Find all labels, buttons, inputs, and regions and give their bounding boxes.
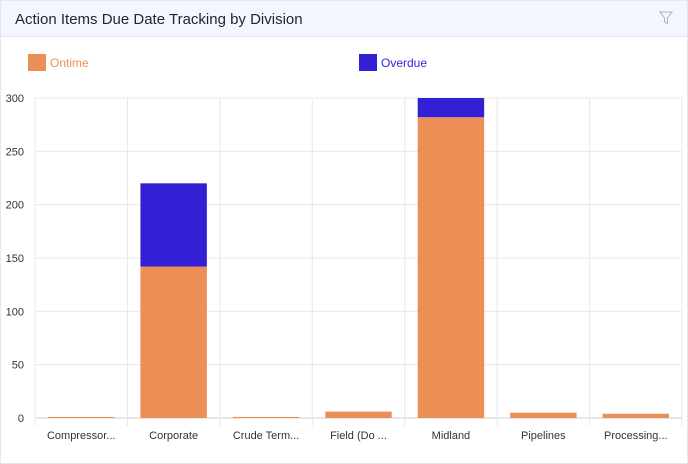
x-tick-label: Compressor... xyxy=(47,430,115,442)
bar-ontime xyxy=(325,411,392,418)
legend-swatch xyxy=(28,54,46,71)
y-tick-label: 250 xyxy=(6,146,24,158)
x-tick-label: Crude Term... xyxy=(233,430,299,442)
x-tick-label: Midland xyxy=(432,430,471,442)
y-tick-label: 150 xyxy=(6,253,24,265)
bar-ontime xyxy=(602,413,669,418)
y-tick-label: 50 xyxy=(12,360,24,372)
legend-item-ontime[interactable]: Ontime xyxy=(50,56,89,70)
x-tick-label: Pipelines xyxy=(521,430,566,442)
bar-ontime xyxy=(510,412,577,418)
bar-overdue xyxy=(417,98,485,118)
bar-ontime xyxy=(232,416,300,418)
y-tick-label: 100 xyxy=(6,306,24,318)
bar-ontime xyxy=(417,117,485,418)
legend-item-overdue[interactable]: Overdue xyxy=(381,56,427,70)
x-tick-label: Corporate xyxy=(149,430,198,442)
y-tick-label: 200 xyxy=(6,200,24,212)
y-tick-label: 300 xyxy=(6,93,24,105)
x-tick-label: Field (Do ... xyxy=(330,430,387,442)
bar-ontime xyxy=(48,416,115,418)
x-tick-label: Processing... xyxy=(604,430,668,442)
chart-title: Action Items Due Date Tracking by Divisi… xyxy=(15,11,303,28)
filter-icon[interactable] xyxy=(659,11,673,30)
bar-overdue xyxy=(140,183,207,267)
bar-ontime xyxy=(140,266,207,418)
y-tick-label: 0 xyxy=(18,413,24,425)
card-header: Action Items Due Date Tracking by Divisi… xyxy=(1,1,687,37)
legend-swatch xyxy=(359,54,377,71)
